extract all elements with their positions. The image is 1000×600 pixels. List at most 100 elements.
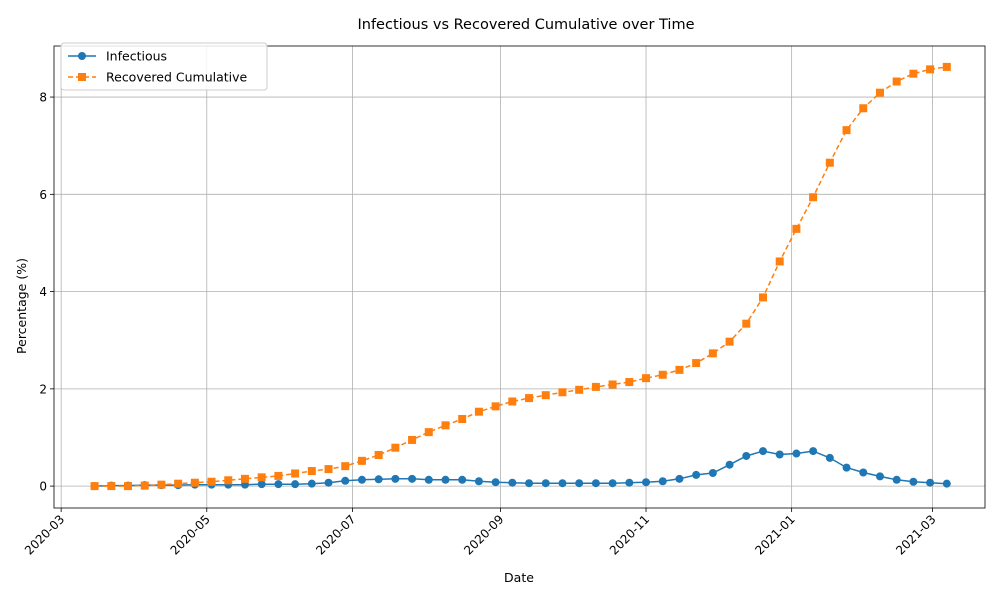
data-point [742, 319, 751, 328]
data-point [124, 482, 133, 491]
data-point [257, 480, 266, 489]
data-point [608, 380, 617, 389]
data-point [357, 475, 366, 484]
legend-label: Infectious [106, 49, 167, 64]
axes: 2020-03 2020-05 2020-07 2020-09 2020-11 2021-… [22, 45, 986, 558]
data-point [140, 481, 149, 490]
data-point [942, 479, 951, 488]
data-point [274, 471, 283, 480]
data-point [491, 478, 500, 487]
data-point [458, 415, 467, 424]
data-point [424, 428, 433, 437]
data-point [357, 456, 366, 465]
data-point [558, 479, 567, 488]
data-point [892, 475, 901, 484]
data-point [608, 479, 617, 488]
data-point [875, 88, 884, 97]
data-point [625, 478, 634, 487]
data-point [424, 475, 433, 484]
data-point [541, 479, 550, 488]
data-point [291, 469, 300, 478]
data-point [692, 359, 701, 368]
data-point [742, 451, 751, 460]
data-point [441, 475, 450, 484]
data-point [909, 69, 918, 78]
x-tick-label: 2020-11 [607, 512, 652, 557]
data-point [825, 453, 834, 462]
data-point [224, 476, 233, 485]
x-tick-label: 2020-03 [22, 512, 67, 557]
data-point [408, 435, 417, 444]
x-tick-label: 2020-05 [168, 512, 213, 557]
data-point [675, 474, 684, 483]
data-point [692, 470, 701, 479]
data-point [708, 349, 717, 358]
data-point [508, 478, 517, 487]
series-line [94, 450, 947, 487]
data-point [491, 402, 500, 411]
y-tick-label: 6 [39, 188, 47, 202]
data-point [575, 385, 584, 394]
x-tick-label: 2021-03 [893, 512, 938, 557]
data-point [942, 62, 951, 71]
data-point [926, 65, 935, 74]
data-point [341, 462, 350, 471]
y-tick-label: 2 [39, 382, 47, 396]
plot-frame [53, 45, 986, 509]
data-point [458, 475, 467, 484]
data-point [809, 193, 818, 202]
data-point [775, 257, 784, 266]
data-point [675, 365, 684, 374]
data-point [725, 460, 734, 469]
data-point [274, 480, 283, 489]
data-point [875, 472, 884, 481]
data-point [508, 397, 517, 406]
data-point [809, 447, 818, 456]
x-tick-label: 2020-09 [461, 512, 506, 557]
data-point [642, 478, 651, 487]
legend-marker [78, 52, 86, 60]
legend-marker [78, 73, 86, 81]
data-point [240, 474, 249, 483]
series-layer [90, 62, 951, 491]
data-point [408, 474, 417, 483]
data-point [792, 224, 801, 233]
data-point [775, 450, 784, 459]
data-point [257, 473, 266, 482]
data-point [374, 450, 383, 459]
legend-label: Recovered Cumulative [106, 70, 248, 85]
data-point [174, 479, 183, 488]
data-point [859, 468, 868, 477]
chart-title: Infectious vs Recovered Cumulative over … [357, 17, 694, 33]
data-point [391, 443, 400, 452]
data-point [324, 465, 333, 474]
data-point [541, 391, 550, 400]
data-point [474, 477, 483, 486]
data-point [658, 477, 667, 486]
legend: Infectious Recovered Cumulative [60, 42, 268, 91]
data-point [374, 475, 383, 484]
data-point [758, 293, 767, 302]
data-point [758, 447, 767, 456]
data-point [525, 479, 534, 488]
data-point [291, 480, 300, 489]
data-point [591, 479, 600, 488]
data-point [825, 158, 834, 167]
data-point [391, 474, 400, 483]
data-point [558, 388, 567, 397]
data-point [892, 77, 901, 86]
grid-lines [54, 46, 985, 508]
data-point [474, 407, 483, 416]
data-point [190, 478, 199, 487]
data-point [575, 479, 584, 488]
data-point [157, 480, 166, 489]
legend-box [60, 42, 268, 91]
data-point [441, 421, 450, 430]
data-point [926, 478, 935, 487]
data-point [207, 477, 216, 486]
data-point [642, 374, 651, 383]
data-point [859, 104, 868, 113]
x-axis-label: Date [504, 570, 534, 585]
x-tick-label: 2021-01 [752, 512, 797, 557]
